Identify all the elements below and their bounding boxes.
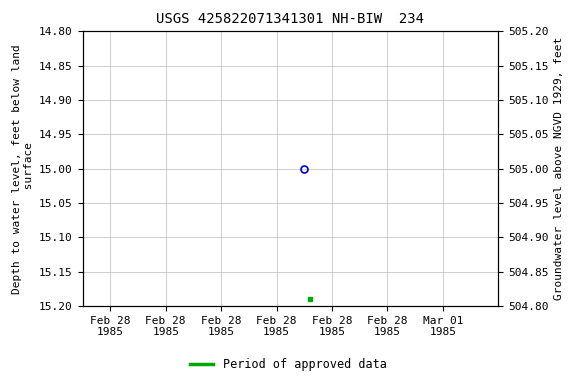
Title: USGS 425822071341301 NH-BIW  234: USGS 425822071341301 NH-BIW 234 [157, 12, 425, 26]
Y-axis label: Groundwater level above NGVD 1929, feet: Groundwater level above NGVD 1929, feet [554, 37, 564, 300]
Y-axis label: Depth to water level, feet below land
 surface: Depth to water level, feet below land su… [12, 44, 33, 294]
Legend: Period of approved data: Period of approved data [185, 354, 391, 376]
